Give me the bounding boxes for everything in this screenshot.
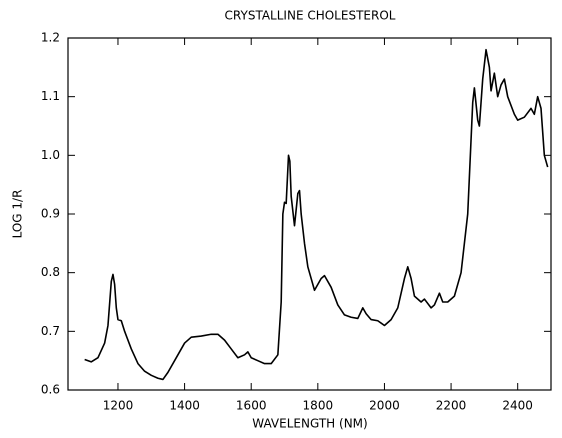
x-tick-label: 2400 [502, 399, 533, 413]
x-tick-label: 1400 [169, 399, 200, 413]
chart-title: CRYSTALLINE CHOLESTEROL [225, 9, 396, 23]
x-tick-label: 2200 [436, 399, 467, 413]
x-tick-label: 2000 [369, 399, 400, 413]
spectrum-line [84, 48, 549, 381]
y-tick-label: 0.7 [41, 324, 60, 338]
y-tick-label: 1.0 [41, 148, 60, 162]
x-tick-label: 1200 [103, 399, 134, 413]
x-axis-label: WAVELENGTH (NM) [252, 417, 367, 431]
y-tick-label: 1.1 [41, 89, 60, 103]
y-tick-label: 0.6 [41, 383, 60, 397]
plot-frame [67, 37, 552, 391]
x-tick-label: 1800 [303, 399, 334, 413]
x-tick-label: 1600 [236, 399, 267, 413]
y-tick-label: 0.9 [41, 207, 60, 221]
y-axis-label: LOG 1/R [11, 190, 25, 239]
y-tick-label: 1.2 [41, 31, 60, 45]
y-tick-label: 0.8 [41, 265, 60, 279]
